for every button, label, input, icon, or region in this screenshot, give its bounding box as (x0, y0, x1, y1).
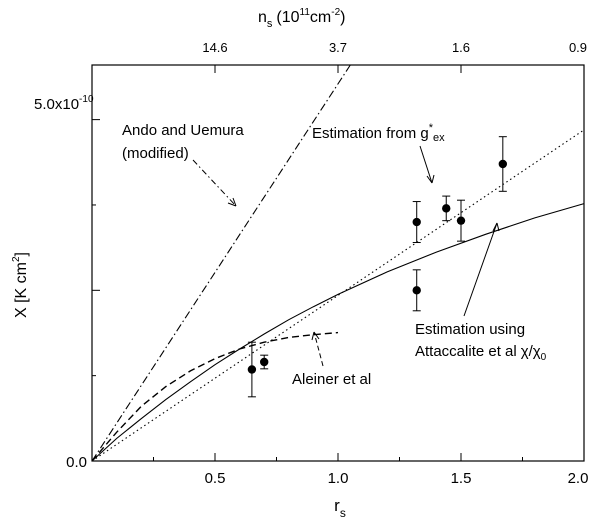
x-axis-title-sub: s (340, 506, 346, 520)
series-line (91, 129, 585, 462)
data-points (247, 136, 508, 398)
series-lines (91, 64, 585, 462)
data-point (412, 286, 421, 295)
top-axis-title-close: ) (340, 9, 345, 26)
top-axis-title-unit-sup: 11 (300, 7, 311, 18)
top-tick-label: 3.7 (329, 40, 347, 55)
series-line (91, 203, 585, 462)
top-axis-title-unit-sup2: -2 (331, 7, 340, 18)
x-tick-label: 0.5 (205, 470, 226, 487)
data-point (247, 365, 257, 374)
top-axis-title-main: n (258, 9, 267, 26)
annotation-gex-sup: * (429, 122, 434, 134)
y-axis-title-end: ] (13, 252, 30, 256)
top-tick-label: 0.9 (569, 40, 587, 55)
pointer-attaccalite-arrowhead (492, 222, 500, 232)
x-tick-label: 2.0 (568, 470, 589, 487)
y-axis-title-main: X [K cm (13, 262, 30, 318)
pointer-ando (192, 159, 237, 207)
top-axis-title-sub: s (267, 18, 273, 30)
pointer-gex (419, 145, 433, 184)
annotation-gex-text: Estimation from g (312, 125, 429, 142)
data-point (260, 357, 269, 367)
annotation-gex: Estimation from g*ex (312, 122, 445, 144)
annotation-att-line2-text: Attaccalite et al (415, 343, 517, 360)
y-axis-title-sup: 2 (11, 256, 22, 262)
annotation-att-line2: Attaccalite et al χ/χ0 (415, 343, 547, 363)
annotation-att-line1: Estimation using (415, 321, 525, 338)
series-line (91, 64, 351, 462)
y-tick-label: 5.0x10-10 (34, 94, 94, 113)
top-axis-title-unit-end: cm (310, 9, 331, 26)
data-point (412, 217, 421, 227)
pointer-aleiner (313, 331, 324, 367)
annotation-ando-line1: Ando and Uemura (122, 122, 244, 139)
series-line (91, 331, 339, 462)
annotation-att-chi-sub: 0 (541, 352, 547, 363)
y-tick-label-exponent: -10 (79, 94, 94, 105)
x-tick-label: 1.0 (328, 470, 349, 487)
pointer-ando-arrowhead (227, 197, 237, 207)
pointer-aleiner-arrowhead (311, 331, 320, 341)
y-tick-label: 0.0 (66, 454, 87, 471)
pointer-attaccalite (463, 222, 498, 317)
data-point (442, 204, 451, 213)
pointer-gex-arrowhead (426, 174, 435, 184)
y-axis-title: X [K cm2] (11, 252, 30, 318)
top-axis-title: ns (1011cm-2) (258, 7, 345, 30)
top-axis-title-unit: (10 (276, 9, 299, 26)
annotation-gex-sub: ex (433, 132, 445, 144)
x-axis-title-main: r (334, 496, 340, 515)
data-point (456, 216, 466, 225)
x-tick-label: 1.5 (451, 470, 472, 487)
x-axis-title: rs (334, 496, 346, 520)
top-tick-label: 14.6 (202, 40, 227, 55)
annotation-att-chi: χ/χ (521, 343, 541, 360)
y-tick-label-zero: 0.0 (66, 454, 87, 471)
annotation-aleiner: Aleiner et al (292, 371, 371, 388)
annotation-ando-line2: (modified) (122, 145, 189, 162)
top-tick-label: 1.6 (452, 40, 470, 55)
y-tick-label-mantissa: 5.0x10 (34, 96, 79, 113)
tick-marks (92, 65, 585, 462)
data-point (498, 159, 508, 169)
annotation-pointers (192, 145, 500, 367)
